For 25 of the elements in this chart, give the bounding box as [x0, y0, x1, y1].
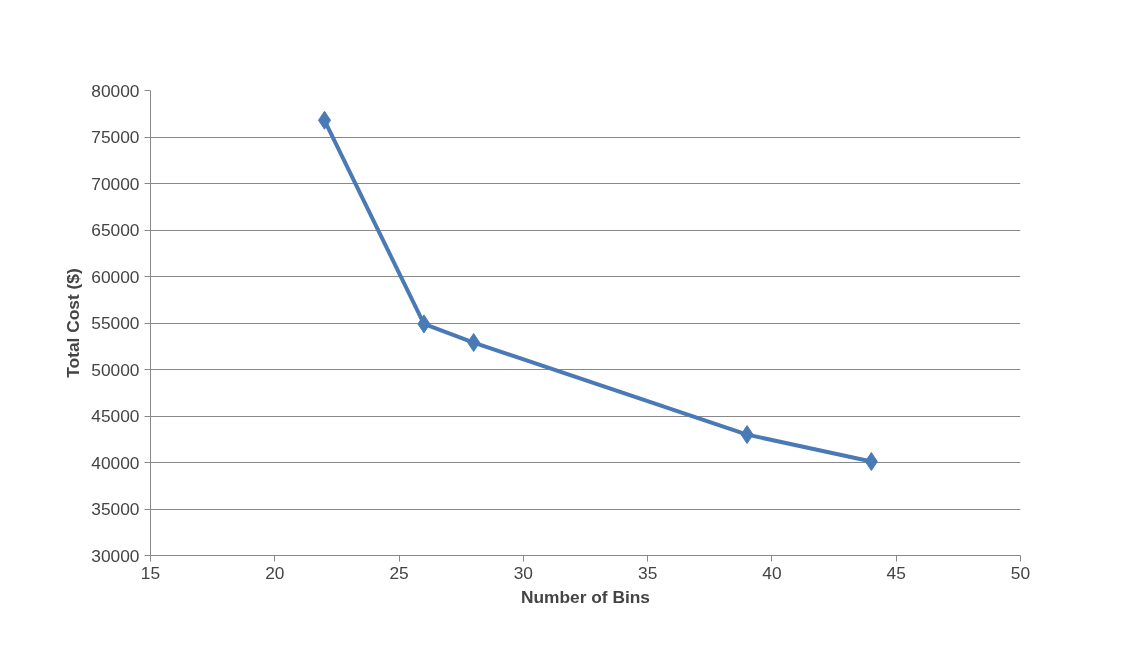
- y-tick-label: 35000: [91, 499, 140, 519]
- y-tick-label: 70000: [91, 173, 140, 194]
- y-tick-label: 75000: [91, 127, 140, 147]
- y-tick-label: 55000: [91, 313, 140, 333]
- x-tick-label: 35: [638, 562, 658, 583]
- x-tick-label: 15: [140, 562, 161, 583]
- y-axis-title: Total Cost ($): [63, 268, 84, 378]
- y-tick-label: 45000: [91, 406, 140, 426]
- x-tick-label: 20: [265, 562, 285, 583]
- x-axis-title: Number of Bins: [521, 586, 651, 607]
- x-tick-label: 45: [886, 562, 906, 583]
- y-tick-label: 50000: [91, 359, 140, 380]
- y-tick-label: 60000: [91, 266, 140, 287]
- y-tick-label: 80000: [91, 80, 140, 101]
- x-tick-label: 25: [389, 562, 409, 583]
- y-tick-label: 30000: [91, 545, 140, 566]
- point: [740, 425, 754, 445]
- x-tick-label: 40: [762, 562, 782, 583]
- y-tick-label: 65000: [91, 220, 140, 240]
- point: [417, 314, 431, 334]
- x-tick-label: 50: [1010, 562, 1031, 583]
- point: [864, 452, 878, 472]
- point: [467, 333, 481, 353]
- x-tick-label: 30: [513, 562, 533, 583]
- y-tick-label: 40000: [91, 452, 140, 473]
